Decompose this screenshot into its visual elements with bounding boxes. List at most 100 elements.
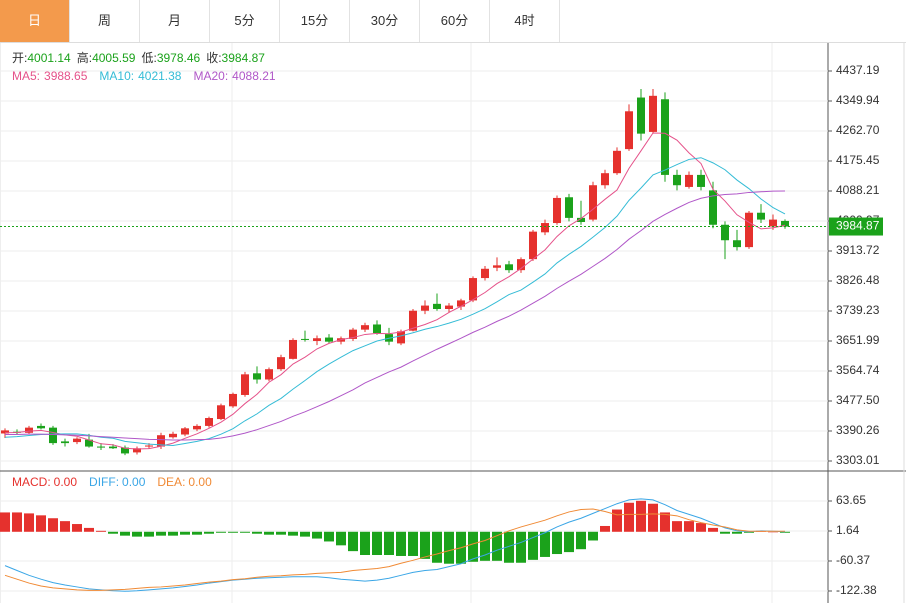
- macd-bar: [516, 531, 526, 563]
- candle-body: [697, 174, 705, 187]
- y-tick-label: 3564.74: [836, 363, 880, 377]
- macd-bar: [600, 525, 610, 532]
- candle-body: [217, 405, 225, 420]
- macd-bar: [504, 531, 514, 563]
- legend-value: 0.00: [122, 475, 146, 489]
- y-tick-label: 3390.26: [836, 423, 880, 437]
- candle-body: [625, 111, 633, 150]
- macd-bar: [720, 531, 730, 534]
- tab[interactable]: 60分: [420, 0, 490, 42]
- macd-bar: [84, 527, 94, 532]
- macd-bar: [360, 531, 370, 556]
- macd-bar: [540, 531, 550, 557]
- candle-body: [505, 264, 513, 271]
- candle-body: [721, 224, 729, 241]
- macd-bar: [708, 527, 718, 532]
- macd-bar: [180, 531, 190, 535]
- tab[interactable]: 15分: [280, 0, 350, 42]
- ma-line: [4, 132, 786, 450]
- candle-body: [457, 300, 465, 307]
- tab[interactable]: 30分: [350, 0, 420, 42]
- info-label: 开:: [12, 51, 27, 65]
- candle-body: [553, 197, 561, 224]
- ma-line: [5, 190, 786, 441]
- macd-bar: [240, 531, 250, 533]
- macd-bar: [612, 509, 622, 532]
- info-value: 3978.46: [157, 51, 201, 65]
- candle-body: [133, 448, 141, 453]
- legend-value: 4088.21: [232, 69, 276, 83]
- macd-bar: [408, 531, 418, 556]
- macd-bar: [432, 531, 442, 563]
- candle-body: [157, 435, 165, 447]
- y-tick-label: 4349.94: [836, 93, 880, 107]
- last-price-label: 3984.87: [836, 219, 880, 233]
- candle-body: [229, 393, 237, 407]
- macd-bar: [732, 531, 742, 534]
- macd-bar: [420, 531, 430, 559]
- macd-bar: [648, 503, 658, 532]
- macd-bar: [72, 524, 82, 532]
- macd-line: [4, 508, 785, 591]
- candle-body: [709, 190, 717, 225]
- candle-body: [433, 303, 441, 310]
- ma-line: [4, 157, 786, 447]
- candle-body: [325, 337, 333, 342]
- macd-bar: [300, 531, 310, 537]
- info-value: 4005.59: [92, 51, 136, 65]
- candle-body: [277, 357, 285, 370]
- macd-bar: [384, 531, 394, 556]
- tab-bar: 日周月 5分 15分 30分 60分 4时: [0, 0, 906, 43]
- candle-body: [481, 268, 489, 279]
- legend-value: 3988.65: [44, 69, 88, 83]
- macd-bar: [228, 531, 238, 533]
- macd-bar: [552, 531, 562, 555]
- macd-bar: [624, 502, 634, 532]
- candle-body: [145, 445, 153, 447]
- macd-bar: [324, 531, 334, 542]
- macd-bar: [36, 515, 46, 532]
- y-tick-label: 4088.21: [836, 183, 880, 197]
- macd-bar: [144, 531, 154, 537]
- y-tick-label: 3913.72: [836, 243, 880, 257]
- candle-body: [745, 212, 753, 248]
- tab[interactable]: 4时: [490, 0, 560, 42]
- macd-line: [4, 498, 786, 592]
- candle-body: [289, 339, 297, 359]
- candle-body: [1, 430, 9, 434]
- tab[interactable]: 周: [70, 0, 140, 42]
- candle-body: [757, 212, 765, 220]
- macd-bar: [168, 531, 178, 536]
- candle-body: [541, 223, 549, 233]
- legend-name: MA10:: [99, 69, 134, 83]
- macd-bar: [252, 531, 262, 534]
- candle-body: [409, 310, 417, 331]
- y-tick-label: 1.64: [836, 523, 860, 537]
- info-label: 高:: [77, 50, 92, 65]
- candle-body: [685, 174, 693, 187]
- y-tick-label: 3477.50: [836, 393, 880, 407]
- tab[interactable]: 5分: [210, 0, 280, 42]
- y-tick-label: 4437.19: [836, 63, 880, 77]
- candle-body: [85, 439, 93, 447]
- candle-body: [493, 265, 501, 268]
- macd-bar: [108, 531, 118, 534]
- candle-body: [193, 425, 201, 430]
- tab[interactable]: 月: [140, 0, 210, 42]
- macd-bar: [264, 531, 274, 535]
- candle-body: [673, 174, 681, 186]
- macd-bar: [696, 523, 706, 532]
- candle-body: [169, 433, 177, 438]
- macd-bar: [132, 531, 142, 537]
- macd-bar: [468, 531, 478, 562]
- y-tick-label: 3303.01: [836, 453, 880, 467]
- candle-body: [781, 220, 789, 227]
- tab[interactable]: 日: [0, 0, 70, 42]
- candle-body: [49, 427, 57, 444]
- macd-bar: [480, 531, 490, 561]
- macd-bar: [780, 531, 790, 533]
- macd-bar: [528, 531, 538, 560]
- macd-bar: [588, 531, 598, 541]
- candle-body: [649, 95, 657, 132]
